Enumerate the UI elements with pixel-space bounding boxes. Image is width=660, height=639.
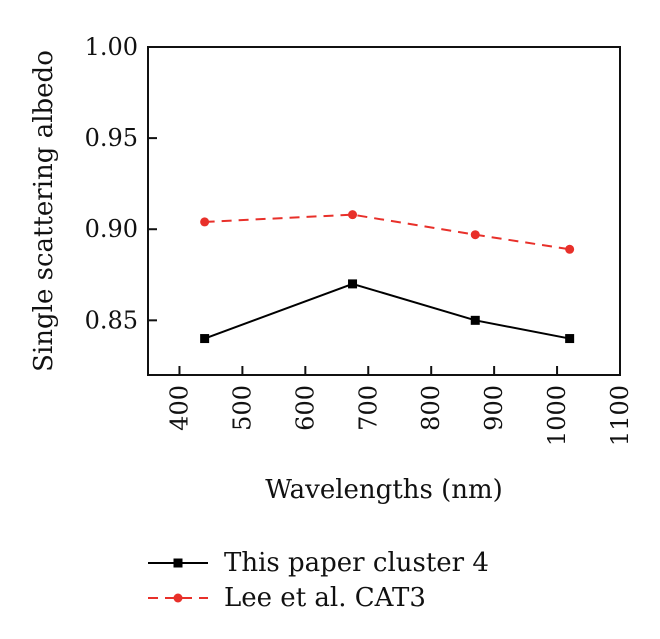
x-tick-label: 700 [354, 385, 382, 431]
y-axis-title: Single scattering albedo [29, 50, 59, 372]
data-point [348, 210, 358, 220]
y-axis-ticks: 0.85 0.90 0.95 1.00 [85, 33, 157, 334]
y-tick-label: 1.00 [85, 33, 138, 61]
x-tick-label: 400 [165, 385, 193, 431]
legend-marker [173, 558, 183, 568]
x-tick-label: 600 [291, 385, 319, 431]
series-2 [200, 210, 575, 254]
legend: This paper cluster 4 Lee et al. CAT3 [148, 548, 489, 613]
series-line [204, 282, 570, 340]
legend-marker [173, 593, 183, 603]
y-tick-label: 0.95 [85, 124, 138, 152]
y-tick-label: 0.90 [85, 215, 138, 243]
x-tick-label: 1100 [606, 385, 634, 446]
x-axis-title: Wavelengths (nm) [265, 475, 503, 505]
x-tick-label: 500 [228, 385, 256, 431]
x-tick-label: 1000 [543, 385, 571, 446]
data-point [200, 334, 210, 344]
series-layer [200, 210, 575, 344]
x-tick-label: 800 [417, 385, 445, 431]
plot-area-frame [147, 46, 621, 376]
y-tick-label: 0.85 [85, 306, 138, 334]
x-axis-ticks: 400 500 600 700 800 900 1000 1100 [165, 366, 634, 446]
series-1 [200, 279, 575, 344]
legend-label: Lee et al. CAT3 [224, 583, 426, 613]
data-point [470, 315, 480, 325]
data-point [200, 217, 210, 227]
x-tick-label: 900 [480, 385, 508, 431]
data-point [565, 244, 575, 254]
data-point [348, 279, 358, 289]
data-point [565, 334, 575, 344]
legend-entry: Lee et al. CAT3 [148, 583, 426, 613]
legend-entry: This paper cluster 4 [148, 548, 489, 578]
legend-label: This paper cluster 4 [224, 548, 489, 578]
series-line [204, 213, 570, 251]
axes [147, 46, 621, 376]
data-point [470, 230, 480, 240]
